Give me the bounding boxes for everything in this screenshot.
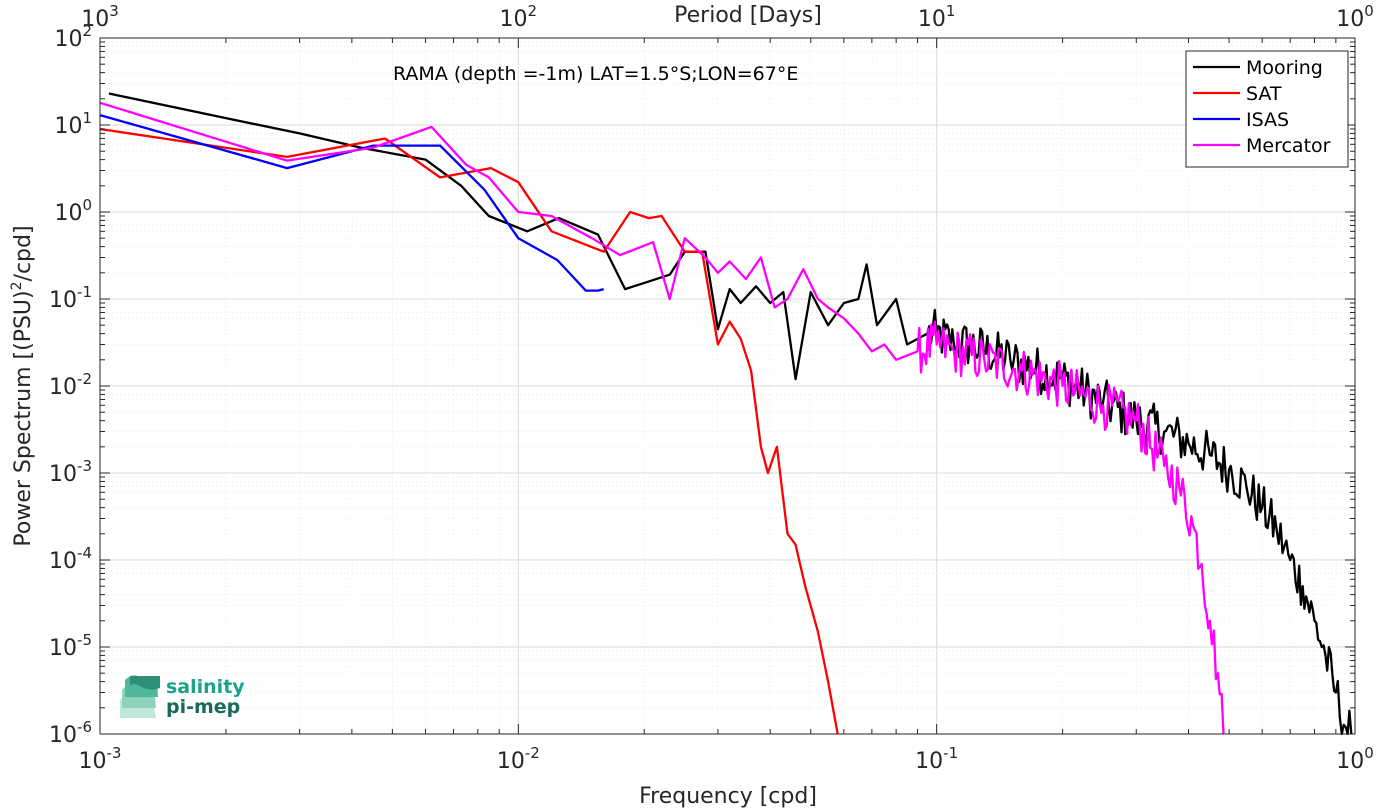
series-isas-line bbox=[99, 113, 604, 292]
y-tick-label: 10-6 bbox=[49, 718, 92, 748]
x-tick-label: 10-2 bbox=[497, 744, 540, 774]
y-tick-label: 102 bbox=[54, 22, 92, 52]
legend-box bbox=[1185, 50, 1349, 168]
top-x-axis-label: Period [Days] bbox=[674, 3, 822, 28]
legend-label-sat: SAT bbox=[1246, 83, 1282, 105]
y-tick-label: 101 bbox=[54, 109, 92, 139]
station-annotation: RAMA (depth =-1m) LAT=1.5°S;LON=67°E bbox=[393, 63, 798, 85]
legend-label-isas: ISAS bbox=[1246, 109, 1289, 131]
top-x-tick-label: 101 bbox=[918, 2, 956, 32]
x-tick-label: 10-1 bbox=[915, 744, 958, 774]
y-tick-label: 10-2 bbox=[49, 370, 92, 400]
y-tick-label: 10-5 bbox=[49, 631, 92, 661]
series-sat-line bbox=[99, 127, 839, 735]
y-tick-label: 10-1 bbox=[49, 283, 92, 313]
y-axis-label-main: Power Spectrum [(PSU) bbox=[11, 290, 36, 546]
y-tick-label: 10-4 bbox=[49, 544, 92, 574]
top-x-tick-label: 102 bbox=[500, 2, 538, 32]
grid-lines bbox=[99, 38, 1355, 735]
x-tick-label: 100 bbox=[1336, 744, 1374, 774]
y-tick-label: 10-3 bbox=[49, 457, 92, 487]
series-mooring-line bbox=[108, 92, 1353, 736]
legend-label-mercator: Mercator bbox=[1246, 135, 1331, 157]
series-lines bbox=[99, 92, 1353, 736]
x-tick-label: 10-3 bbox=[79, 744, 122, 774]
legend: Mooring SAT ISAS Mercator bbox=[1185, 50, 1349, 168]
x-axis-label: Frequency [cpd] bbox=[639, 784, 817, 809]
logo-waves-icon bbox=[120, 675, 160, 718]
top-x-tick-label: 100 bbox=[1336, 2, 1374, 32]
logo: salinity pi-mep bbox=[120, 675, 245, 718]
y-tick-label: 100 bbox=[54, 196, 92, 226]
top-x-tick-label: 103 bbox=[81, 2, 119, 32]
legend-label-mooring: Mooring bbox=[1246, 57, 1323, 79]
series-mercator-line bbox=[99, 101, 1225, 735]
y-axis-label-suffix: /cpd] bbox=[11, 225, 36, 281]
y-axis-label: Power Spectrum [(PSU)2/cpd] bbox=[9, 225, 36, 546]
y-axis-label-exponent: 2 bbox=[9, 281, 25, 290]
logo-line2: pi-mep bbox=[166, 696, 240, 718]
logo-line1: salinity bbox=[166, 676, 245, 698]
axis-ticks bbox=[99, 37, 1356, 735]
